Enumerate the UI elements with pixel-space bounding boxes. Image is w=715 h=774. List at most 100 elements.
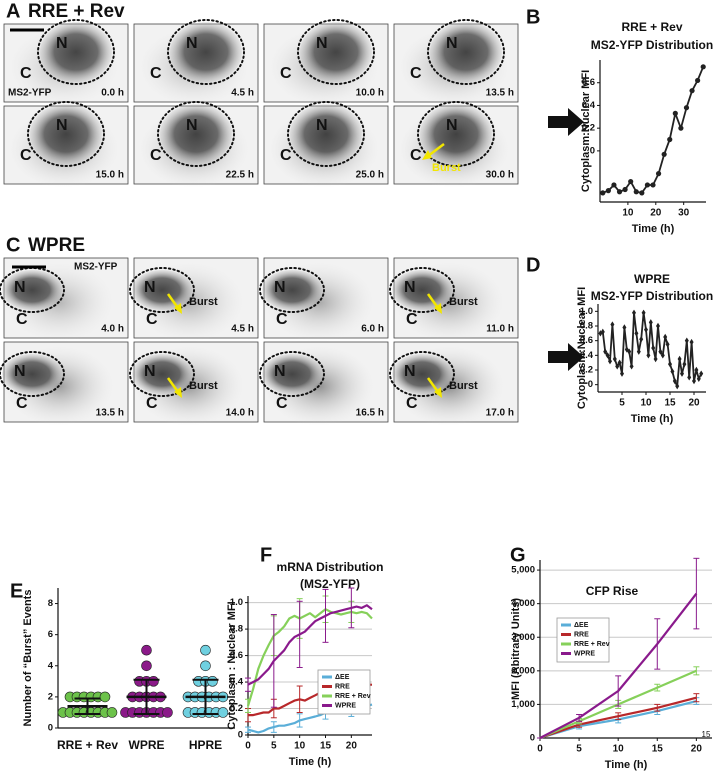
burst-label: Burst: [449, 380, 478, 392]
cytoplasm-label: C: [150, 65, 162, 82]
time-label: 17.0 h: [486, 408, 514, 419]
data-point: [605, 188, 611, 194]
cytoplasm-label: C: [276, 311, 288, 328]
y-tick-label: 0.8: [580, 321, 593, 332]
time-label: 0.0 h: [101, 88, 124, 99]
error-bar: [322, 588, 329, 643]
y-tick-label: 4: [48, 660, 54, 671]
y-tick-label: 0.4: [230, 677, 244, 688]
nucleus: [132, 270, 192, 310]
y-tick-label: 0.2: [582, 123, 595, 134]
x-tick-label: 15: [652, 744, 664, 755]
nucleus: [262, 270, 322, 310]
burst-label: Burst: [189, 380, 218, 392]
nucleus-outline: [129, 351, 195, 397]
data-point: [641, 309, 646, 316]
burst-label: Burst: [189, 296, 218, 308]
y-tick-label: 2: [48, 691, 53, 702]
micrograph: NC 13.5 h: [0, 341, 129, 426]
cytoplasm-label: C: [20, 147, 32, 164]
data-point: [684, 337, 689, 344]
time-label: 4.0 h: [101, 324, 124, 335]
sd-bar: [74, 697, 101, 715]
sd-bar: [192, 678, 219, 715]
x-tick-label: 5: [619, 398, 625, 409]
chart-subtitle: (MS2-YFP): [300, 577, 360, 591]
panel-title: RRE + Rev: [28, 1, 125, 22]
time-label: 11.0 h: [486, 324, 514, 335]
data-point: [611, 182, 617, 188]
data-point: [670, 368, 675, 375]
nucleus-label: N: [56, 35, 68, 52]
data-point: [636, 348, 641, 355]
nucleus: [392, 354, 452, 394]
data-point: [600, 190, 606, 196]
nucleus-outline: [427, 19, 505, 85]
stain-label: MS2-YFP: [8, 88, 52, 99]
error-bar: [245, 726, 251, 733]
data-point: [656, 322, 660, 330]
micrograph: NC 11.0 h Burst: [389, 257, 519, 342]
time-label: 25.0 h: [356, 170, 384, 181]
cytoplasm-label: C: [16, 311, 28, 328]
cytoplasm-label: C: [146, 311, 158, 328]
burst-arrowhead: [174, 387, 182, 398]
legend-label: WPRE: [335, 702, 356, 709]
data-point: [668, 360, 672, 368]
burst-arrow: [166, 377, 180, 393]
burst-arrow: [427, 143, 445, 157]
chart-subtitle: MS2-YFP Distribution: [591, 289, 713, 303]
panel-letter: A: [6, 0, 20, 22]
time-label: 13.5 h: [96, 408, 124, 419]
y-axis-label: Number of “Burst” Events: [22, 590, 34, 727]
micrograph: N C 4.5 h: [133, 19, 259, 106]
cytoplasm-label: C: [280, 147, 292, 164]
time-label: 4.5 h: [231, 324, 254, 335]
y-tick-label: 0: [238, 730, 243, 741]
y-tick-label: 8: [48, 598, 53, 609]
error-bar: [654, 683, 661, 692]
x-tick-label: 0: [537, 744, 543, 755]
y-axis-label: Cytoplasm:Nuclear MFI: [576, 287, 588, 409]
nucleus: [2, 354, 62, 394]
data-point: [648, 319, 653, 326]
data-point: [667, 136, 673, 143]
cytoplasm-label: C: [410, 147, 422, 164]
error-bar: [615, 675, 622, 707]
error-bar: [348, 587, 355, 629]
arrow: [548, 343, 584, 371]
burst-arrowhead: [434, 387, 442, 398]
data-point: [680, 370, 684, 377]
micrograph: NC 4.5 h Burst: [129, 257, 259, 342]
nucleus-label: N: [186, 35, 198, 52]
panel-letter: F: [260, 544, 272, 566]
burst-arrowhead: [434, 303, 442, 314]
nucleus: [132, 354, 192, 394]
data-point: [633, 189, 639, 195]
arrow: [548, 108, 584, 136]
data-point: [141, 644, 152, 656]
data-point: [675, 382, 680, 390]
burst-arrow: [426, 293, 440, 309]
data-point: [200, 644, 211, 656]
data-point: [692, 377, 696, 385]
data-point: [644, 326, 648, 333]
y-tick-label: 5,000: [511, 565, 535, 576]
data-point: [617, 359, 622, 366]
nucleus-outline: [297, 19, 375, 85]
error-bar: [270, 721, 277, 733]
data-point: [682, 360, 687, 368]
cytoplasm-label: C: [20, 65, 32, 82]
data-point: [699, 370, 704, 377]
data-point: [651, 344, 656, 352]
data-point: [620, 370, 624, 377]
panel-letter: E: [10, 580, 23, 602]
cytoplasm-label: C: [150, 147, 162, 164]
x-tick-label: 20: [650, 208, 662, 219]
x-tick-label: RRE + Rev: [57, 738, 118, 752]
micrograph: N C 22.5 h: [133, 101, 259, 188]
x-tick-label: 10: [640, 398, 652, 409]
burst-label: Burst: [432, 162, 461, 174]
error-bar: [654, 618, 661, 670]
y-tick-label: 0.8: [230, 624, 243, 635]
